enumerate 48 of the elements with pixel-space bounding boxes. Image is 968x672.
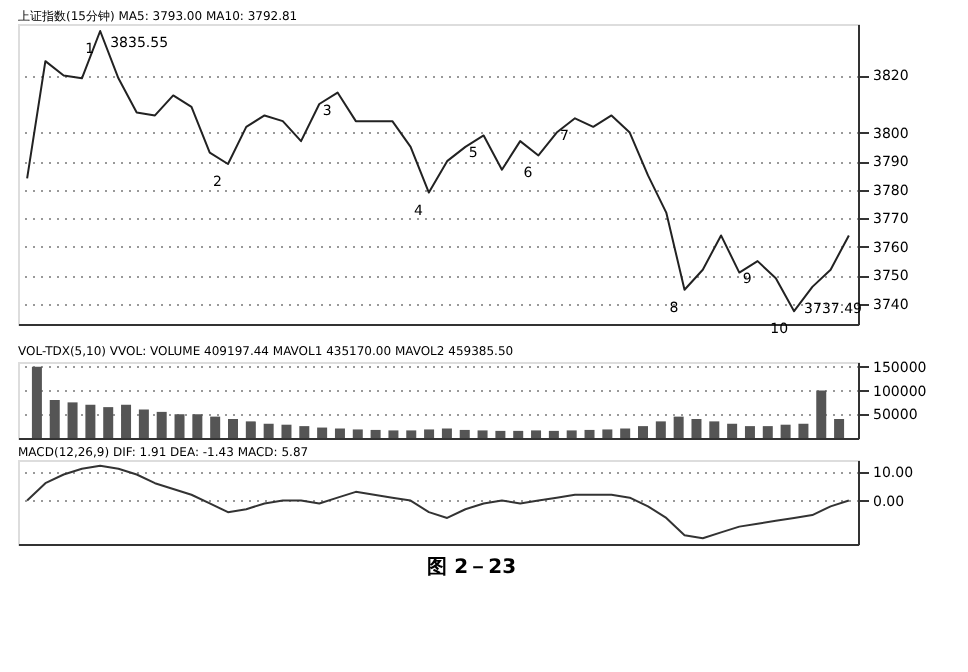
bar	[352, 429, 363, 438]
bar	[495, 430, 506, 438]
bar	[620, 428, 631, 438]
bar	[370, 429, 381, 438]
bar	[548, 430, 559, 438]
bar	[334, 428, 345, 438]
bar	[210, 416, 221, 438]
bar	[67, 402, 78, 438]
bar	[245, 421, 256, 438]
bar	[317, 427, 328, 438]
bar	[655, 421, 666, 438]
bar	[513, 430, 524, 438]
bar	[441, 428, 452, 438]
bar	[406, 430, 417, 438]
bar	[477, 430, 488, 438]
bar	[138, 409, 149, 438]
bar	[834, 419, 845, 438]
bar	[798, 423, 809, 438]
line-series	[26, 464, 850, 540]
bar	[281, 424, 292, 438]
bar	[762, 426, 773, 438]
bar	[566, 430, 577, 438]
bar	[299, 426, 310, 438]
bar	[192, 414, 203, 438]
bar	[49, 400, 60, 438]
bar	[424, 429, 435, 438]
bar	[156, 411, 167, 438]
bar	[85, 404, 96, 438]
bar	[780, 424, 791, 438]
caption: 图 2－23	[427, 557, 517, 579]
bar	[744, 426, 755, 438]
bar	[388, 430, 399, 438]
bar	[816, 390, 827, 438]
bar	[103, 407, 114, 438]
bar	[121, 404, 132, 438]
bar	[584, 429, 595, 438]
bar	[709, 421, 720, 438]
bar	[727, 423, 738, 438]
bar	[691, 419, 702, 438]
bar	[673, 416, 684, 438]
bar	[531, 430, 542, 438]
bar	[31, 366, 42, 438]
bar	[228, 419, 238, 438]
bar	[263, 423, 274, 438]
bar	[602, 429, 613, 438]
bar	[174, 414, 185, 438]
bar	[638, 426, 648, 438]
bar	[459, 429, 470, 438]
